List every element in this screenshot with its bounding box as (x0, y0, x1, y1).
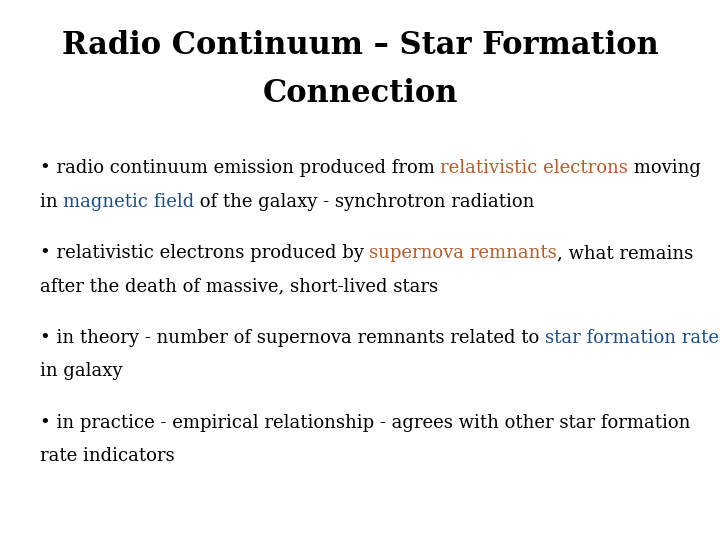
Text: in: in (40, 193, 63, 211)
Text: , what remains: , what remains (557, 244, 693, 262)
Text: star formation rate: star formation rate (544, 329, 719, 347)
Text: • relativistic electrons produced by: • relativistic electrons produced by (40, 244, 369, 262)
Text: Connection: Connection (262, 78, 458, 109)
Text: Radio Continuum – Star Formation: Radio Continuum – Star Formation (62, 30, 658, 60)
Text: • radio continuum emission produced from: • radio continuum emission produced from (40, 159, 440, 177)
Text: magnetic field: magnetic field (63, 193, 194, 211)
Text: moving: moving (628, 159, 701, 177)
Text: rate indicators: rate indicators (40, 447, 174, 465)
Text: • in theory - number of supernova remnants related to: • in theory - number of supernova remnan… (40, 329, 544, 347)
Text: supernova remnants: supernova remnants (369, 244, 557, 262)
Text: • in practice - empirical relationship - agrees with other star formation: • in practice - empirical relationship -… (40, 414, 690, 431)
Text: of the galaxy - synchrotron radiation: of the galaxy - synchrotron radiation (194, 193, 534, 211)
Text: relativistic electrons: relativistic electrons (440, 159, 628, 177)
Text: after the death of massive, short-lived stars: after the death of massive, short-lived … (40, 278, 438, 295)
Text: in galaxy: in galaxy (40, 362, 122, 380)
